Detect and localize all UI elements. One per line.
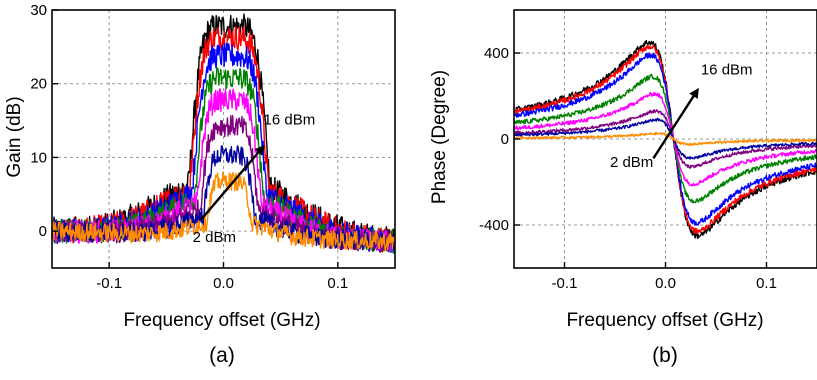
series-line bbox=[513, 117, 817, 160]
x-tick-label: 0.1 bbox=[327, 275, 348, 292]
x-axis-title-b: Frequency offset (GHz) bbox=[566, 310, 763, 331]
series-line bbox=[51, 171, 396, 252]
series-line bbox=[513, 52, 817, 226]
x-tick-label: 0.1 bbox=[756, 275, 777, 292]
y-axis-title-a: Gain (dB) bbox=[4, 96, 25, 177]
x-axis-title-a: Frequency offset (GHz) bbox=[123, 310, 320, 331]
chart-panel-b: -0.1 0.0 0.1 -400 0 400 16 dBm 2 dBm Frequency … bbox=[429, 9, 817, 367]
chart-panel-a: -0.1 0.0 0.1 0 10 20 30 16 dBm 2 dBm Frequency o… bbox=[4, 2, 396, 367]
annotation-high-power: 16 dBm bbox=[701, 62, 753, 79]
series-line bbox=[513, 108, 817, 170]
x-tick-label: -0.1 bbox=[96, 275, 122, 292]
panel-label-b: (b) bbox=[652, 344, 678, 367]
y-tick-label: 10 bbox=[30, 149, 47, 166]
power-arrow bbox=[199, 144, 265, 221]
y-tick-label: 0 bbox=[39, 223, 47, 240]
annotation-low-power: 2 dBm bbox=[610, 154, 653, 171]
panel-label-a: (a) bbox=[209, 344, 235, 367]
y-tick-label: 20 bbox=[30, 76, 47, 93]
plot-area-b: -0.1 0.0 0.1 -400 0 400 16 dBm 2 dBm bbox=[479, 9, 817, 292]
series-line bbox=[513, 73, 817, 204]
annotation-high-power: 16 dBm bbox=[264, 111, 316, 128]
x-tick-label: -0.1 bbox=[552, 275, 578, 292]
series-line bbox=[513, 91, 817, 187]
series-line bbox=[513, 131, 817, 147]
annotation-low-power: 2 dBm bbox=[193, 229, 236, 246]
power-arrow bbox=[652, 87, 699, 160]
x-tick-label: 0.0 bbox=[655, 275, 676, 292]
x-tick-label: 0.0 bbox=[213, 275, 234, 292]
y-axis-title-b: Phase (Degree) bbox=[429, 70, 450, 204]
plot-area-a: -0.1 0.0 0.1 0 10 20 30 16 dBm 2 dBm bbox=[30, 2, 396, 292]
y-tick-label: 400 bbox=[484, 45, 509, 62]
y-tick-label: -400 bbox=[479, 217, 509, 234]
y-tick-label: 30 bbox=[30, 2, 47, 19]
y-tick-label: 0 bbox=[501, 131, 509, 148]
